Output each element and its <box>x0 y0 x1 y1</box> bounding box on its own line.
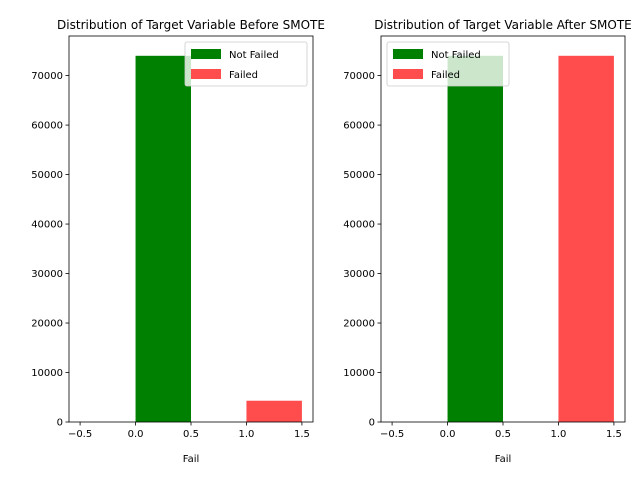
chart-2-y-tick-label: 50000 <box>343 170 375 181</box>
chart-2-legend-label-not-failed: Not Failed <box>431 50 481 61</box>
chart-2-title: Distribution of Target Variable After SM… <box>374 18 632 32</box>
chart-2-y-tick-label: 40000 <box>343 220 375 231</box>
chart-1-bar-not-failed <box>135 55 191 423</box>
chart-2-x-tick-label: 0.5 <box>495 429 511 440</box>
chart-2-y-tick-label: 20000 <box>343 319 375 330</box>
chart-1-y-tick-label: 0 <box>57 418 63 429</box>
chart-1-legend-label-failed: Failed <box>229 70 258 81</box>
chart-2-x-tick-label: 0.0 <box>440 429 456 440</box>
chart-2-x-tick-label: −0.5 <box>380 429 404 440</box>
chart-2-x-tick-label: 1.0 <box>551 429 567 440</box>
chart-2-y-tick-label: 70000 <box>343 71 375 82</box>
chart-2-bar-failed <box>558 55 614 423</box>
chart-1-legend-swatch-not-failed <box>191 49 221 59</box>
chart-1-y-tick-label: 10000 <box>31 368 63 379</box>
chart-1-legend-swatch-failed <box>191 69 221 79</box>
chart-1-x-tick-label: 1.5 <box>294 429 310 440</box>
chart-2-y-tick-label: 30000 <box>343 269 375 280</box>
chart-2-y-tick-label: 60000 <box>343 121 375 132</box>
chart-1-x-tick-label: 0.0 <box>128 429 144 440</box>
chart-1-title: Distribution of Target Variable Before S… <box>57 18 325 32</box>
chart-1-legend-label-not-failed: Not Failed <box>229 50 279 61</box>
chart-1-y-tick-label: 70000 <box>31 71 63 82</box>
chart-2-legend-swatch-not-failed <box>393 49 423 59</box>
chart-1-x-axis-label: Fail <box>183 454 200 465</box>
chart-1-y-tick-label: 30000 <box>31 269 63 280</box>
chart-2-bar-not-failed <box>447 55 503 423</box>
chart-1-y-tick-label: 50000 <box>31 170 63 181</box>
chart-1-y-tick-label: 20000 <box>31 319 63 330</box>
chart-1-x-tick-label: 1.0 <box>239 429 255 440</box>
chart-2-y-tick-label: 10000 <box>343 368 375 379</box>
chart-1-y-tick-label: 60000 <box>31 121 63 132</box>
chart-1-x-tick-label: −0.5 <box>68 429 92 440</box>
chart-2-y-tick-label: 0 <box>369 418 375 429</box>
chart-1-x-tick-label: 0.5 <box>183 429 199 440</box>
chart-1-y-tick-label: 40000 <box>31 220 63 231</box>
chart-2-x-tick-label: 1.5 <box>606 429 622 440</box>
chart-2-legend-swatch-failed <box>393 69 423 79</box>
chart-2-x-axis-label: Fail <box>495 454 512 465</box>
chart-1-bar-failed <box>246 400 302 422</box>
chart-2-legend-label-failed: Failed <box>431 70 460 81</box>
